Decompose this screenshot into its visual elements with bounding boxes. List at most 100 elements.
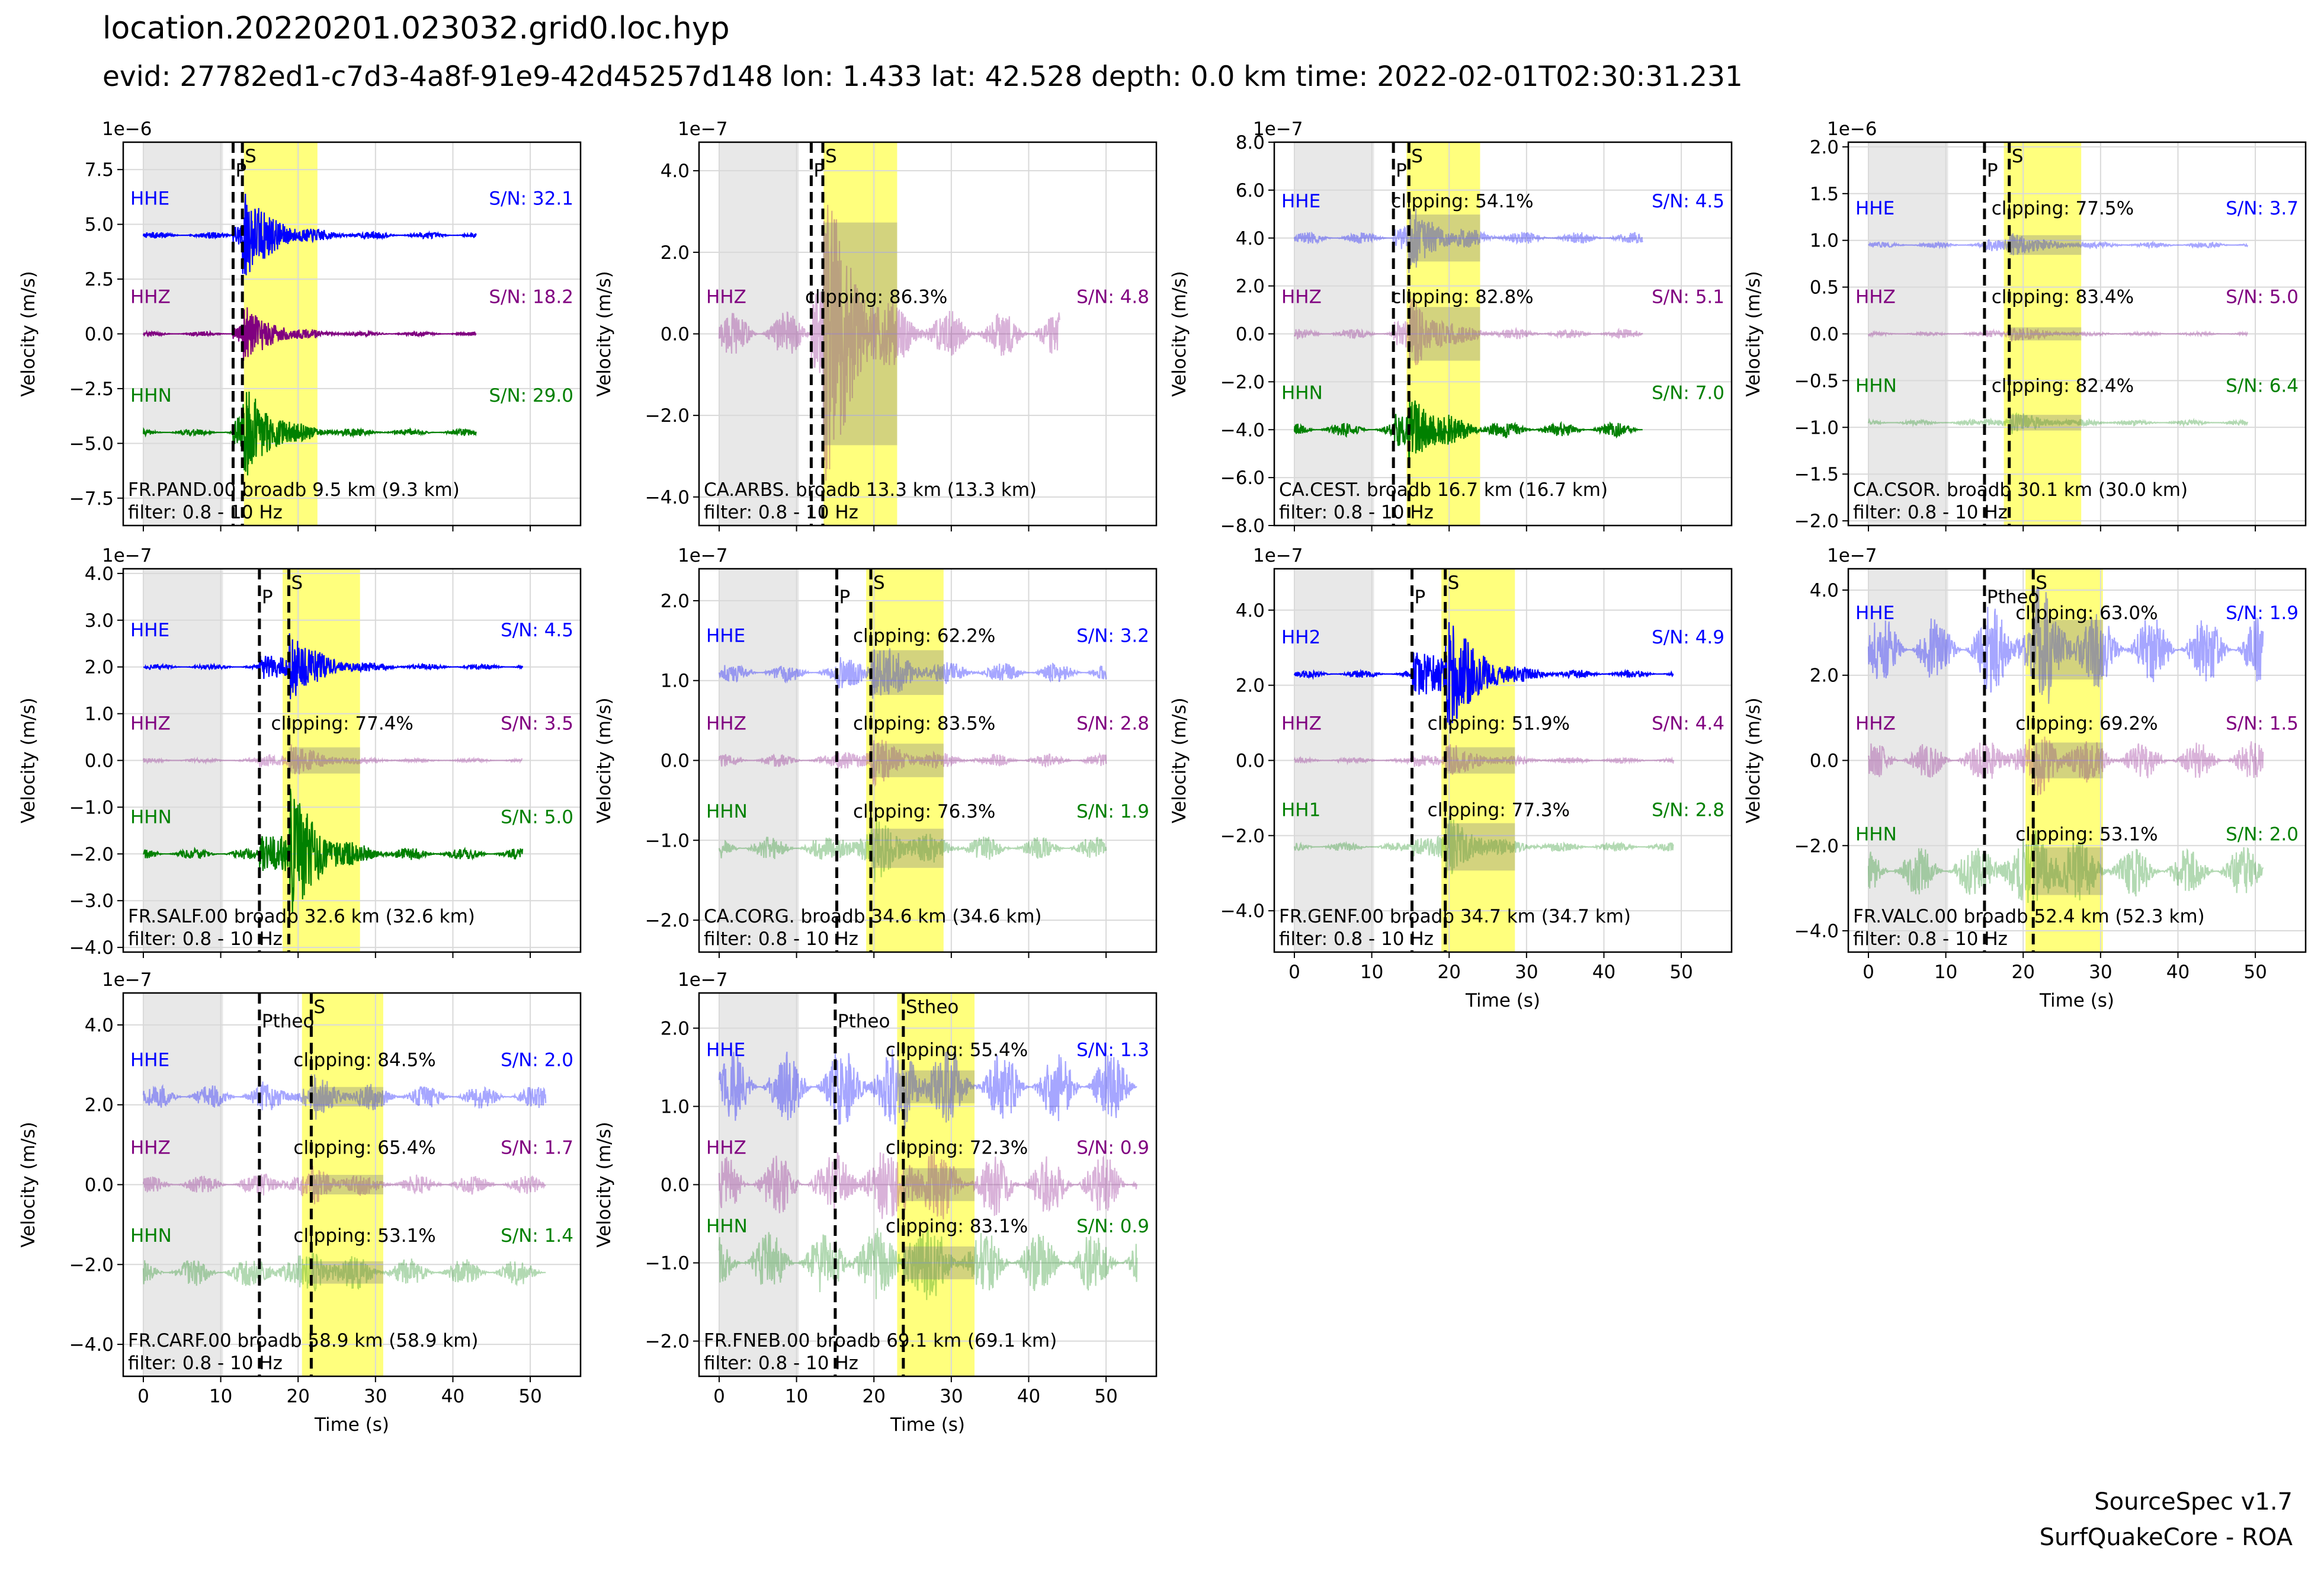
clipping-label: clipping: 65.4% [293, 1138, 435, 1159]
y-axis-label: Velocity (m/s) [18, 1122, 39, 1247]
trace-hhe [142, 1074, 547, 1120]
y-tick-label: 1.0 [1810, 230, 1839, 252]
y-tick-label: −2.0 [1220, 371, 1265, 393]
y-tick-label: 1.0 [661, 671, 690, 692]
s-pick-label: Stheo [906, 997, 959, 1018]
clipped-overlay [2033, 620, 2103, 680]
filter-label: filter: 0.8 - 10 Hz [704, 502, 858, 523]
clipping-label: clipping: 76.3% [853, 801, 995, 822]
y-tick-label: 1.5 [1810, 184, 1839, 205]
trace-hhz [718, 734, 1107, 787]
clipping-label: clipping: 84.5% [293, 1049, 435, 1071]
clipped-overlay [1445, 823, 1515, 871]
panel-9: HHE S/N: 2.0 clipping: 84.5% HHZ S/N: 1.7 cli… [18, 969, 582, 1436]
y-axis-label: Velocity (m/s) [1743, 697, 1764, 823]
figure-title: location.20220201.023032.grid0.loc.hyp [102, 11, 730, 46]
y-exponent: 1e−7 [102, 545, 152, 566]
y-axis-label: Velocity (m/s) [1743, 271, 1764, 396]
s-pick-label: S [245, 146, 257, 167]
component-label: HH2 [1281, 627, 1320, 648]
y-exponent: 1e−7 [1253, 545, 1303, 566]
clipping-label: clipping: 51.9% [1428, 713, 1570, 735]
trace-hhe [1293, 209, 1643, 273]
clipped-overlay [311, 1261, 383, 1284]
p-pick-label: P [262, 587, 273, 608]
panel-4: HHE S/N: 3.7 clipping: 77.5% HHZ S/N: 5.0 cli… [1743, 118, 2307, 532]
y-tick-label: −1.0 [645, 830, 690, 851]
sn-ratio-label: S/N: 3.7 [2226, 198, 2299, 219]
clipping-label: clipping: 83.5% [853, 713, 995, 735]
trace-hhe [1867, 586, 2264, 704]
y-tick-label: 4.0 [85, 1015, 114, 1036]
component-label: HHN [706, 1216, 748, 1237]
sn-ratio-label: S/N: 7.0 [1652, 382, 1724, 403]
clipping-label: clipping: 83.1% [886, 1216, 1028, 1237]
sn-ratio-label: S/N: 5.1 [1652, 287, 1724, 308]
x-tick-label: 40 [1592, 962, 1615, 983]
sn-ratio-label: S/N: 5.0 [2226, 287, 2299, 308]
panel-7: HH2 S/N: 4.9 HHZ S/N: 4.4 clipping: 51.9% HH1… [1169, 545, 1733, 1011]
y-tick-label: 5.0 [85, 214, 114, 236]
sn-ratio-label: S/N: 1.7 [501, 1138, 573, 1159]
y-axis-label: Velocity (m/s) [594, 697, 615, 823]
y-tick-label: 0.0 [85, 1175, 114, 1196]
y-tick-label: 2.0 [661, 242, 690, 264]
p-pick-label: Ptheo [838, 1011, 890, 1032]
filter-label: filter: 0.8 - 10 Hz [704, 928, 858, 950]
filter-label: filter: 0.8 - 10 Hz [704, 1353, 858, 1374]
clipped-overlay [1409, 307, 1480, 361]
x-tick-label: 10 [1360, 962, 1383, 983]
y-tick-label: 0.0 [1810, 324, 1839, 345]
station-label: CA.CORG. broadb 34.6 km (34.6 km) [704, 906, 1042, 927]
trace-hhe [718, 1048, 1137, 1129]
x-tick-label: 0 [1288, 962, 1300, 983]
x-tick-label: 20 [2011, 962, 2034, 983]
y-tick-label: 0.0 [661, 751, 690, 772]
x-tick-label: 40 [1017, 1386, 1040, 1407]
station-label: FR.CARF.00 broadb 58.9 km (58.9 km) [128, 1330, 479, 1351]
x-tick-label: 0 [713, 1386, 725, 1407]
trace-hhn [718, 815, 1107, 883]
clipped-overlay [2033, 742, 2103, 779]
trace-hhz [1293, 297, 1643, 366]
clipped-overlay [903, 1070, 975, 1104]
y-tick-label: 2.0 [1236, 675, 1265, 697]
sn-ratio-label: S/N: 1.5 [2226, 713, 2299, 735]
x-tick-label: 20 [286, 1386, 309, 1407]
y-tick-label: 3.0 [85, 610, 114, 632]
trace-hhz [1293, 744, 1675, 775]
p-pick-label: P [839, 587, 851, 608]
sn-ratio-label: S/N: 4.4 [1652, 713, 1724, 735]
y-tick-label: 0.0 [661, 324, 690, 345]
y-tick-label: 4.0 [1810, 580, 1839, 601]
clipped-overlay [870, 828, 944, 868]
y-tick-label: 0.0 [661, 1175, 690, 1196]
clipped-overlay [311, 1087, 383, 1107]
clipping-label: clipping: 55.4% [886, 1040, 1028, 1061]
y-tick-label: 4.0 [661, 161, 690, 182]
station-label: FR.FNEB.00 broadb 69.1 km (69.1 km) [704, 1330, 1057, 1351]
s-pick-label: S [1448, 572, 1460, 594]
panel-8: HHE S/N: 1.9 clipping: 63.0% HHZ S/N: 1.5 cli… [1743, 545, 2307, 1011]
sn-ratio-label: S/N: 32.1 [489, 188, 573, 209]
clipped-overlay [2009, 415, 2082, 431]
sn-ratio-label: S/N: 2.8 [1076, 713, 1149, 735]
clipped-overlay [903, 1168, 975, 1202]
s-pick-label: S [825, 146, 837, 167]
y-tick-label: −5.0 [69, 433, 114, 454]
y-tick-label: −2.0 [645, 405, 690, 427]
y-tick-label: −2.0 [1794, 835, 1839, 857]
clipping-label: clipping: 82.4% [1992, 376, 2134, 397]
component-label: HHZ [130, 1138, 171, 1159]
station-label: FR.VALC.00 broadb 52.4 km (52.3 km) [1853, 906, 2205, 927]
x-tick-label: 10 [1934, 962, 1957, 983]
component-label: HHE [1855, 198, 1895, 219]
y-tick-label: 1.0 [85, 704, 114, 725]
component-label: HHZ [130, 713, 171, 735]
y-tick-label: −1.0 [1794, 417, 1839, 438]
y-tick-label: 0.0 [85, 751, 114, 772]
y-tick-label: 2.0 [85, 1095, 114, 1116]
component-label: HHN [130, 385, 172, 406]
y-tick-label: 2.5 [85, 269, 114, 290]
